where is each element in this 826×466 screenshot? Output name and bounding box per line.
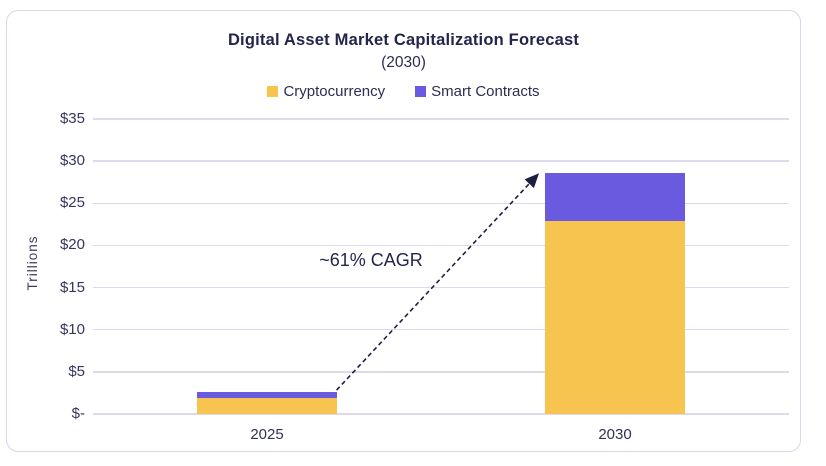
gridline bbox=[93, 244, 789, 247]
bar-segment-cryptocurrency bbox=[197, 398, 337, 414]
gridline bbox=[93, 202, 789, 205]
y-tick-label: $5 bbox=[68, 362, 85, 380]
cryptocurrency-swatch-icon bbox=[267, 86, 279, 97]
cagr-annotation: ~61% CAGR bbox=[319, 250, 423, 270]
gridline bbox=[93, 286, 789, 289]
legend-item-smart-contracts: Smart Contracts bbox=[415, 83, 540, 100]
x-axis-label: 2030 bbox=[598, 426, 632, 443]
y-tick-label: $15 bbox=[59, 278, 85, 296]
legend-label: Cryptocurrency bbox=[283, 83, 386, 100]
y-tick-label: $25 bbox=[59, 194, 85, 212]
gridline bbox=[93, 371, 789, 373]
chart-subtitle: (2030) bbox=[381, 54, 426, 71]
y-tick-label: $35 bbox=[59, 110, 85, 127]
chart-title: Digital Asset Market Capitalization Fore… bbox=[227, 31, 580, 49]
bar-segment-smart-contracts bbox=[545, 172, 685, 221]
y-tick-label: $30 bbox=[59, 152, 85, 170]
y-tick-label: $20 bbox=[59, 236, 85, 254]
plot-area bbox=[93, 118, 789, 415]
gridline bbox=[93, 413, 789, 415]
gridline bbox=[93, 328, 789, 331]
x-axis-label: 2025 bbox=[250, 426, 284, 443]
chart-card: Digital Asset Market Capitalization Fore… bbox=[6, 10, 801, 452]
bar-segment-cryptocurrency bbox=[545, 221, 685, 414]
smart-contracts-swatch-icon bbox=[415, 86, 427, 97]
legend: Cryptocurrency Smart Contracts bbox=[7, 83, 800, 100]
legend-item-cryptocurrency: Cryptocurrency bbox=[267, 83, 385, 100]
y-tick-label: $- bbox=[71, 405, 85, 422]
legend-label: Smart Contracts bbox=[431, 83, 540, 100]
y-axis-labels: $- $5 $10 $15 $20 $25 $30 $35 bbox=[7, 110, 85, 422]
y-tick-label: $10 bbox=[59, 320, 85, 338]
gridline bbox=[93, 160, 789, 162]
x-axis-labels: 2025 2030 bbox=[93, 426, 789, 446]
bar-segment-smart-contracts bbox=[197, 392, 337, 398]
gridline bbox=[93, 118, 789, 120]
